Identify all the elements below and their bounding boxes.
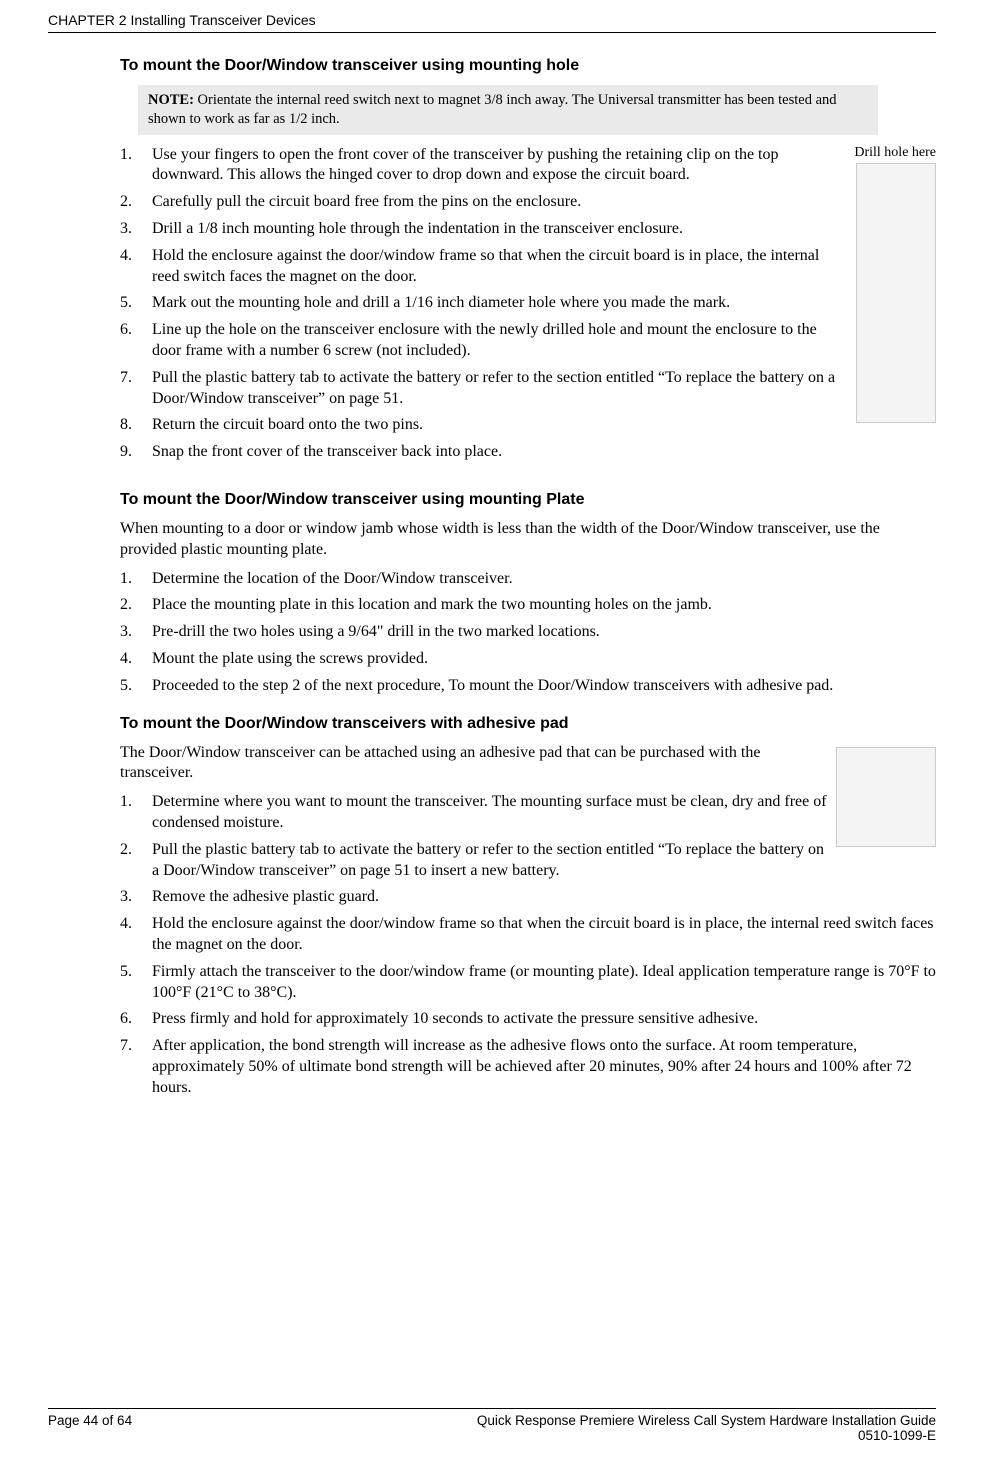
footer-doc-title: Quick Response Premiere Wireless Call Sy…: [477, 1413, 936, 1428]
list-item: Determine where you want to mount the tr…: [120, 792, 840, 834]
list-item: Line up the hole on the transceiver encl…: [120, 320, 840, 362]
list-item: Use your fingers to open the front cover…: [120, 145, 840, 187]
chapter-header: CHAPTER 2 Installing Transceiver Devices: [48, 12, 936, 28]
transceiver-image: [856, 163, 936, 423]
list-item: Remove the adhesive plastic guard.: [120, 887, 936, 908]
adhesive-pad-image: [836, 747, 936, 847]
list-item: Snap the front cover of the transceiver …: [120, 442, 936, 463]
drill-caption: Drill hole here: [846, 145, 936, 161]
list-item: Press firmly and hold for approximately …: [120, 1009, 936, 1030]
header-rule: [48, 32, 936, 33]
list-item: Pull the plastic battery tab to activate…: [120, 840, 840, 882]
list-item: Hold the enclosure against the door/wind…: [120, 914, 936, 956]
page-footer: Page 44 of 64 Quick Response Premiere Wi…: [48, 1408, 936, 1443]
list-item: Mount the plate using the screws provide…: [120, 649, 936, 670]
section1-steps: Use your fingers to open the front cover…: [120, 145, 936, 463]
list-item: Carefully pull the circuit board free fr…: [120, 192, 840, 213]
list-item: Mark out the mounting hole and drill a 1…: [120, 293, 840, 314]
list-item: Determine the location of the Door/Windo…: [120, 569, 936, 590]
section3-steps: Determine where you want to mount the tr…: [120, 792, 936, 1098]
footer-doc-number: 0510-1099-E: [477, 1428, 936, 1443]
list-item: Proceeded to the step 2 of the next proc…: [120, 676, 936, 697]
footer-page-number: Page 44 of 64: [48, 1413, 132, 1443]
section2-steps: Determine the location of the Door/Windo…: [120, 569, 936, 697]
list-item: Return the circuit board onto the two pi…: [120, 415, 936, 436]
list-item: After application, the bond strength wil…: [120, 1036, 936, 1098]
list-item: Drill a 1/8 inch mounting hole through t…: [120, 219, 840, 240]
footer-rule: [48, 1408, 936, 1409]
section2-heading: To mount the Door/Window transceiver usi…: [120, 491, 936, 509]
list-item: Firmly attach the transceiver to the doo…: [120, 962, 936, 1004]
section2-intro: When mounting to a door or window jamb w…: [120, 519, 936, 561]
list-item: Pull the plastic battery tab to activate…: [120, 368, 840, 410]
adhesive-image-block: [836, 747, 936, 847]
list-item: Place the mounting plate in this locatio…: [120, 595, 936, 616]
section1-heading: To mount the Door/Window transceiver usi…: [120, 57, 936, 75]
transceiver-image-block: Drill hole here: [846, 145, 936, 423]
note-body: Orientate the internal reed switch next …: [148, 92, 837, 127]
note-box: NOTE: Orientate the internal reed switch…: [138, 85, 878, 135]
list-item: Pre-drill the two holes using a 9/64" dr…: [120, 622, 936, 643]
note-label: NOTE:: [148, 92, 194, 108]
section3-intro: The Door/Window transceiver can be attac…: [120, 743, 840, 785]
section3-heading: To mount the Door/Window transceivers wi…: [120, 715, 936, 733]
list-item: Hold the enclosure against the door/wind…: [120, 246, 840, 288]
